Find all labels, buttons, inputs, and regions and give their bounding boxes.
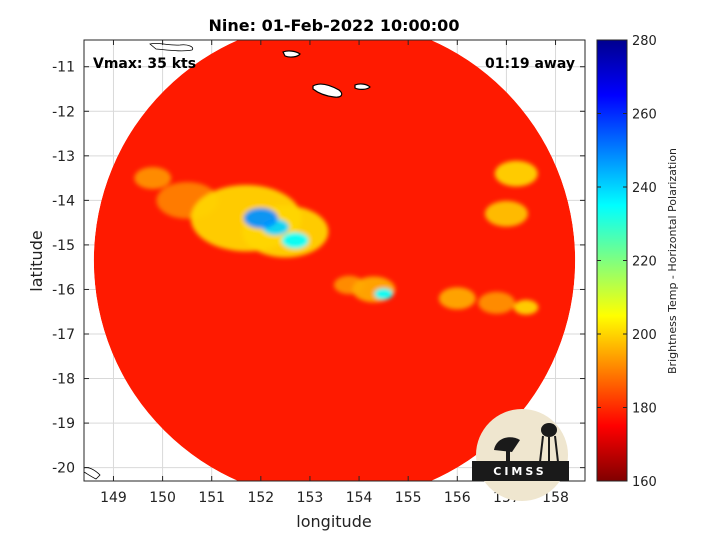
colorbar-tick-label: 260	[632, 108, 657, 123]
y-tick-label: -20	[52, 461, 75, 477]
colorbar-tick-label: 220	[632, 255, 657, 270]
logo-text: CIMSS	[493, 465, 546, 478]
x-tick-label: 151	[198, 490, 225, 506]
logo-banner	[472, 461, 569, 481]
dish-stand	[506, 448, 510, 462]
vmax-annotation: Vmax: 35 kts	[93, 56, 196, 72]
convective-feature	[494, 160, 538, 187]
y-tick-label: -18	[52, 372, 75, 388]
y-tick-label: -13	[52, 149, 75, 165]
colorbar-label: Brightness Temp - Horizontal Polarizatio…	[666, 148, 679, 374]
x-tick-label: 154	[346, 490, 373, 506]
colorbar-ticks: 160 180 200 220 240 260 280	[597, 34, 657, 490]
logo-disc	[476, 409, 568, 501]
x-axis-label: longitude	[296, 512, 371, 531]
x-tick-label: 152	[247, 490, 274, 506]
y-tick-label: -11	[52, 60, 75, 76]
satellite-dish-icon	[494, 437, 520, 452]
convective-feature	[134, 167, 172, 190]
colorbar-tick-label: 200	[632, 328, 657, 343]
cimss-logo: CIMSS	[472, 409, 569, 501]
x-tick-label: 149	[100, 490, 127, 506]
island-north-1	[282, 50, 301, 58]
colorbar-tick-label: 160	[632, 475, 657, 490]
x-tick-label: 153	[297, 490, 324, 506]
convective-feature	[374, 288, 393, 300]
y-tick-label: -16	[52, 282, 75, 298]
y-tick-label: -17	[52, 327, 75, 343]
land-outlines	[84, 43, 371, 480]
convective-feature	[438, 287, 476, 310]
y-tick-label: -14	[52, 193, 75, 209]
chart-title: Nine: 01-Feb-2022 10:00:00	[209, 16, 460, 35]
convective-feature	[513, 299, 539, 315]
colorbar-tick-label: 240	[632, 181, 657, 196]
time-offset-annotation: 01:19 away	[485, 56, 575, 72]
y-tick-label: -19	[52, 416, 75, 432]
convective-feature	[484, 200, 528, 227]
coast-northwest	[149, 43, 194, 52]
tower-legs	[539, 435, 559, 463]
swath-background	[93, 40, 576, 481]
water-tower-icon	[541, 423, 557, 437]
island-north-2	[312, 83, 343, 98]
x-tick-label: 150	[149, 490, 176, 506]
x-tick-label: 156	[444, 490, 471, 506]
y-tick-label: -15	[52, 238, 75, 254]
brightness-temp-swath	[93, 40, 576, 481]
colorbar-tick-label: 180	[632, 402, 657, 417]
island-north-3	[354, 83, 371, 90]
y-axis-label: latitude	[27, 230, 46, 291]
colorbar	[596, 39, 628, 482]
colorbar-tick-label: 280	[632, 34, 657, 49]
y-tick-label: -12	[52, 104, 75, 120]
x-tick-label: 158	[542, 490, 569, 506]
convective-feature	[243, 207, 279, 229]
convective-feature	[478, 291, 516, 314]
axes-box	[83, 39, 586, 482]
x-tick-label: 155	[395, 490, 422, 506]
convective-feature	[281, 232, 309, 249]
